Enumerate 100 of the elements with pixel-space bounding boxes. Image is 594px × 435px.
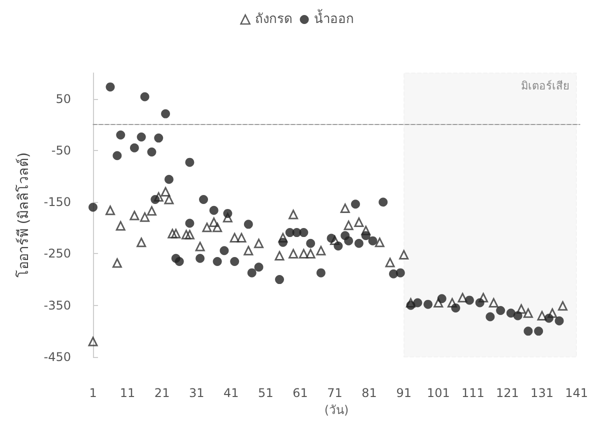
point [130, 210, 140, 220]
point [558, 301, 568, 311]
point [478, 292, 488, 302]
x-axis-title: (วัน) [324, 402, 349, 417]
point [288, 210, 298, 220]
y-axis-title: โออาร์พี (มิลลิโวลต์) [15, 152, 32, 278]
point [316, 246, 326, 256]
x-tick-label: 131 [530, 386, 554, 400]
x-tick-label: 91 [396, 386, 412, 400]
point [154, 134, 164, 143]
x-tick-label: 41 [224, 386, 239, 400]
point [212, 256, 222, 266]
point [106, 206, 116, 216]
point [236, 232, 246, 242]
point [164, 194, 174, 204]
point [475, 298, 484, 308]
point [196, 254, 205, 263]
point [406, 298, 416, 308]
x-tick-label: 11 [120, 386, 136, 400]
point [326, 234, 336, 243]
point [278, 232, 288, 242]
band-label: มิเตอร์เสีย [521, 80, 570, 92]
point [274, 251, 284, 261]
point [344, 220, 354, 230]
x-tick-label: 31 [188, 386, 204, 400]
point [182, 230, 192, 240]
point [161, 109, 170, 118]
point [306, 238, 316, 248]
point [523, 308, 533, 318]
point [298, 248, 308, 258]
point [464, 296, 474, 305]
y-tick-label: -50 [51, 143, 71, 158]
point [254, 262, 264, 272]
point [185, 158, 194, 167]
point [202, 222, 212, 232]
y-tick-label: -250 [44, 246, 71, 261]
point [378, 198, 388, 207]
x-tick-label: 121 [496, 386, 519, 400]
point [544, 314, 554, 323]
x-tick-label: 81 [362, 386, 377, 400]
point [385, 258, 395, 268]
y-tick-label: -150 [44, 195, 71, 210]
point [413, 298, 422, 308]
point [275, 275, 284, 284]
point [168, 228, 178, 238]
point [344, 236, 354, 246]
point [185, 218, 194, 228]
point [106, 82, 115, 92]
x-tick-label: 101 [426, 386, 450, 400]
point [354, 217, 364, 227]
point [506, 308, 516, 318]
point [451, 303, 460, 312]
point [174, 256, 184, 266]
y-tick-label: -450 [44, 350, 71, 364]
point [164, 174, 174, 184]
point [220, 246, 229, 256]
x-tick-label: 51 [258, 386, 274, 400]
point [254, 238, 264, 248]
point [299, 228, 308, 238]
point [399, 250, 409, 260]
point [116, 130, 126, 140]
point [130, 143, 139, 152]
point [434, 298, 444, 308]
point [230, 232, 240, 242]
point [361, 231, 370, 240]
point [88, 202, 98, 212]
point [247, 268, 256, 278]
point [230, 256, 240, 266]
point [316, 268, 326, 278]
y-tick-label: 50 [56, 92, 71, 106]
x-tick-label: 111 [461, 386, 484, 400]
point [340, 204, 350, 214]
point [374, 238, 384, 248]
point [278, 238, 288, 247]
point [306, 248, 316, 258]
point [154, 192, 164, 202]
point [88, 336, 98, 346]
point [288, 248, 298, 258]
legend-label: ถังกรด [254, 12, 292, 27]
point [140, 212, 150, 222]
point [424, 300, 433, 309]
point [116, 221, 126, 231]
x-tick-label: 71 [327, 386, 342, 400]
point [354, 238, 364, 248]
point [496, 306, 506, 316]
point [147, 148, 156, 156]
point [537, 310, 547, 320]
point [136, 238, 146, 248]
point [150, 195, 160, 204]
point [351, 200, 360, 209]
point [212, 222, 222, 232]
point [548, 308, 558, 318]
point [513, 311, 522, 320]
x-tick-label: 141 [565, 386, 588, 400]
point [458, 292, 468, 302]
point [146, 206, 156, 216]
point [223, 208, 232, 218]
x-tick-label: 61 [292, 386, 308, 400]
point [524, 326, 533, 336]
point [136, 132, 146, 142]
